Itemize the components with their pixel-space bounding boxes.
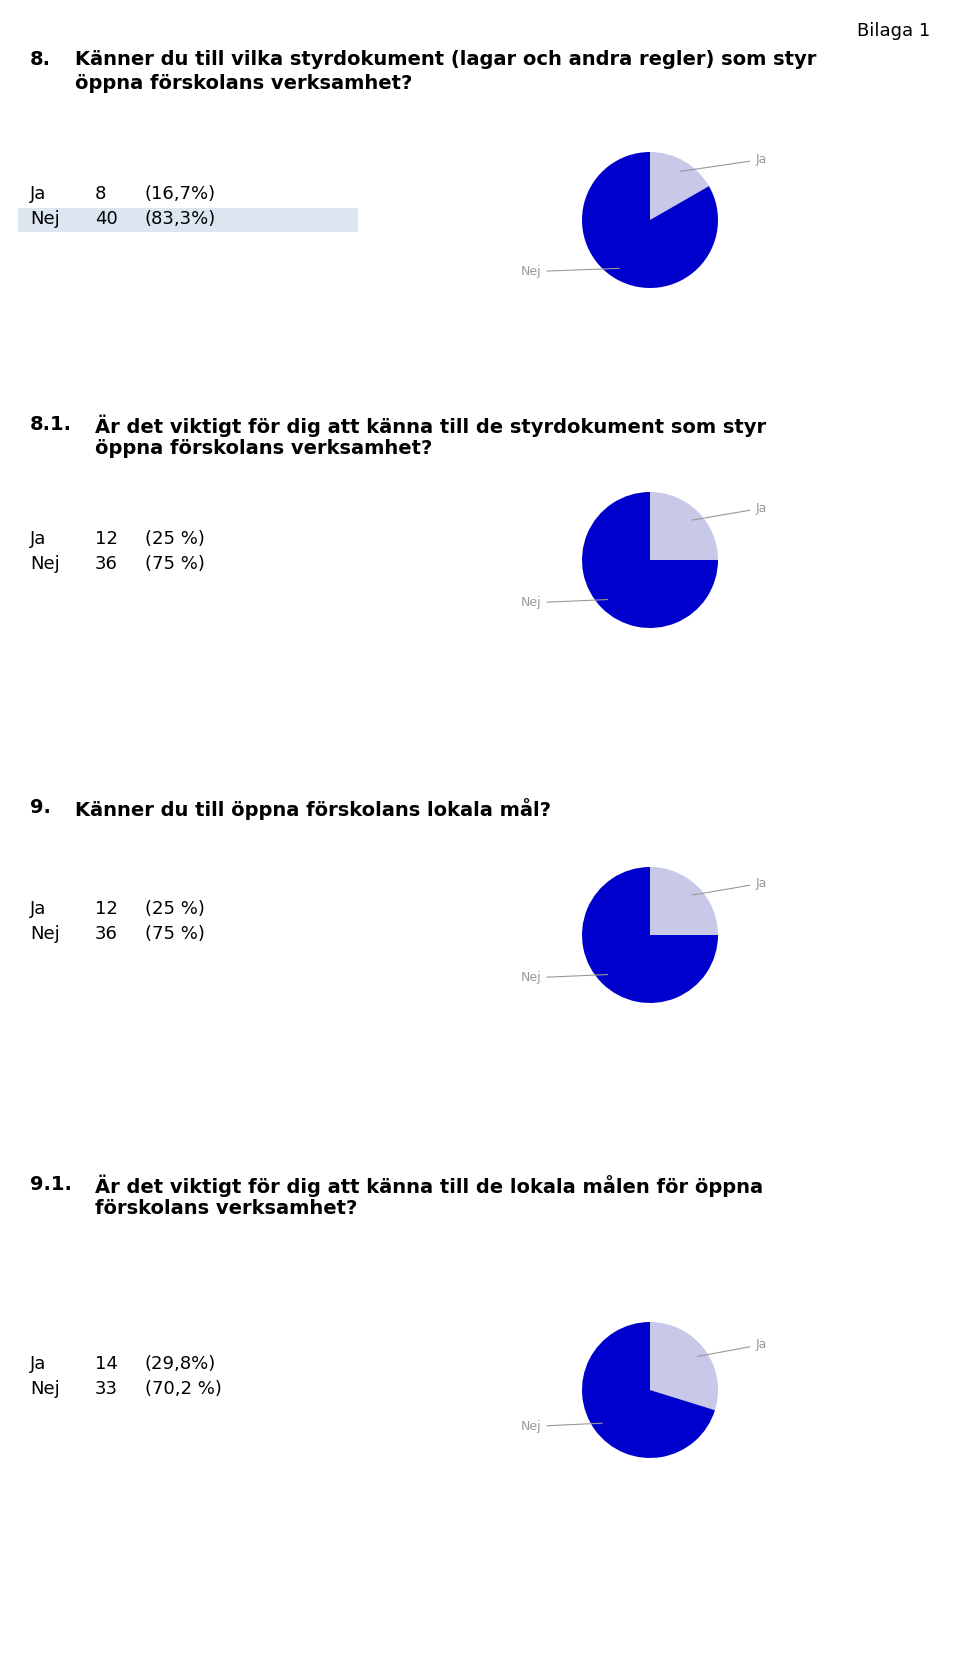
Wedge shape — [650, 867, 718, 935]
Text: (25 %): (25 %) — [145, 530, 204, 549]
Text: (16,7%): (16,7%) — [145, 186, 216, 202]
Text: 8.: 8. — [30, 50, 51, 69]
Text: Nej: Nej — [30, 211, 60, 228]
Wedge shape — [650, 492, 718, 560]
Wedge shape — [582, 867, 718, 1004]
Text: 9.1.: 9.1. — [30, 1174, 72, 1195]
Text: öppna förskolans verksamhet?: öppna förskolans verksamhet? — [95, 438, 432, 458]
Text: Är det viktigt för dig att känna till de lokala målen för öppna: Är det viktigt för dig att känna till de… — [95, 1174, 763, 1198]
Text: Ja: Ja — [692, 502, 767, 520]
Text: Nej: Nej — [520, 596, 608, 609]
Text: Ja: Ja — [692, 877, 767, 895]
Text: Nej: Nej — [520, 972, 608, 984]
Text: Känner du till öppna förskolans lokala mål?: Känner du till öppna förskolans lokala m… — [75, 798, 551, 820]
Text: Känner du till vilka styrdokument (lagar och andra regler) som styr: Känner du till vilka styrdokument (lagar… — [75, 50, 816, 69]
Text: (25 %): (25 %) — [145, 900, 204, 918]
Text: Nej: Nej — [30, 925, 60, 944]
Text: Nej: Nej — [30, 1380, 60, 1399]
Text: Är det viktigt för dig att känna till de styrdokument som styr: Är det viktigt för dig att känna till de… — [95, 415, 766, 437]
Text: 14: 14 — [95, 1355, 118, 1374]
Text: Nej: Nej — [30, 555, 60, 572]
Text: Ja: Ja — [30, 900, 46, 918]
Text: Nej: Nej — [520, 1420, 602, 1434]
Bar — [18, 207, 358, 233]
Text: (70,2 %): (70,2 %) — [145, 1380, 222, 1399]
Text: (75 %): (75 %) — [145, 925, 204, 944]
Text: 12: 12 — [95, 530, 118, 549]
Text: 12: 12 — [95, 900, 118, 918]
Text: 40: 40 — [95, 211, 118, 228]
Text: (75 %): (75 %) — [145, 555, 204, 572]
Text: Ja: Ja — [30, 1355, 46, 1374]
Text: Nej: Nej — [521, 264, 619, 278]
Text: Ja: Ja — [698, 1338, 767, 1357]
Text: öppna förskolans verksamhet?: öppna förskolans verksamhet? — [75, 74, 413, 94]
Text: 8: 8 — [95, 186, 107, 202]
Text: Ja: Ja — [681, 152, 767, 171]
Text: (83,3%): (83,3%) — [145, 211, 216, 228]
Text: 36: 36 — [95, 555, 118, 572]
Text: Ja: Ja — [30, 530, 46, 549]
Wedge shape — [582, 152, 718, 288]
Text: 8.1.: 8.1. — [30, 415, 72, 433]
Text: Bilaga 1: Bilaga 1 — [856, 22, 930, 40]
Wedge shape — [582, 1322, 715, 1457]
Wedge shape — [650, 152, 709, 221]
Wedge shape — [650, 1322, 718, 1410]
Text: förskolans verksamhet?: förskolans verksamhet? — [95, 1200, 357, 1218]
Text: 33: 33 — [95, 1380, 118, 1399]
Text: 9.: 9. — [30, 798, 51, 816]
Text: 36: 36 — [95, 925, 118, 944]
Text: (29,8%): (29,8%) — [145, 1355, 216, 1374]
Wedge shape — [582, 492, 718, 627]
Text: Ja: Ja — [30, 186, 46, 202]
